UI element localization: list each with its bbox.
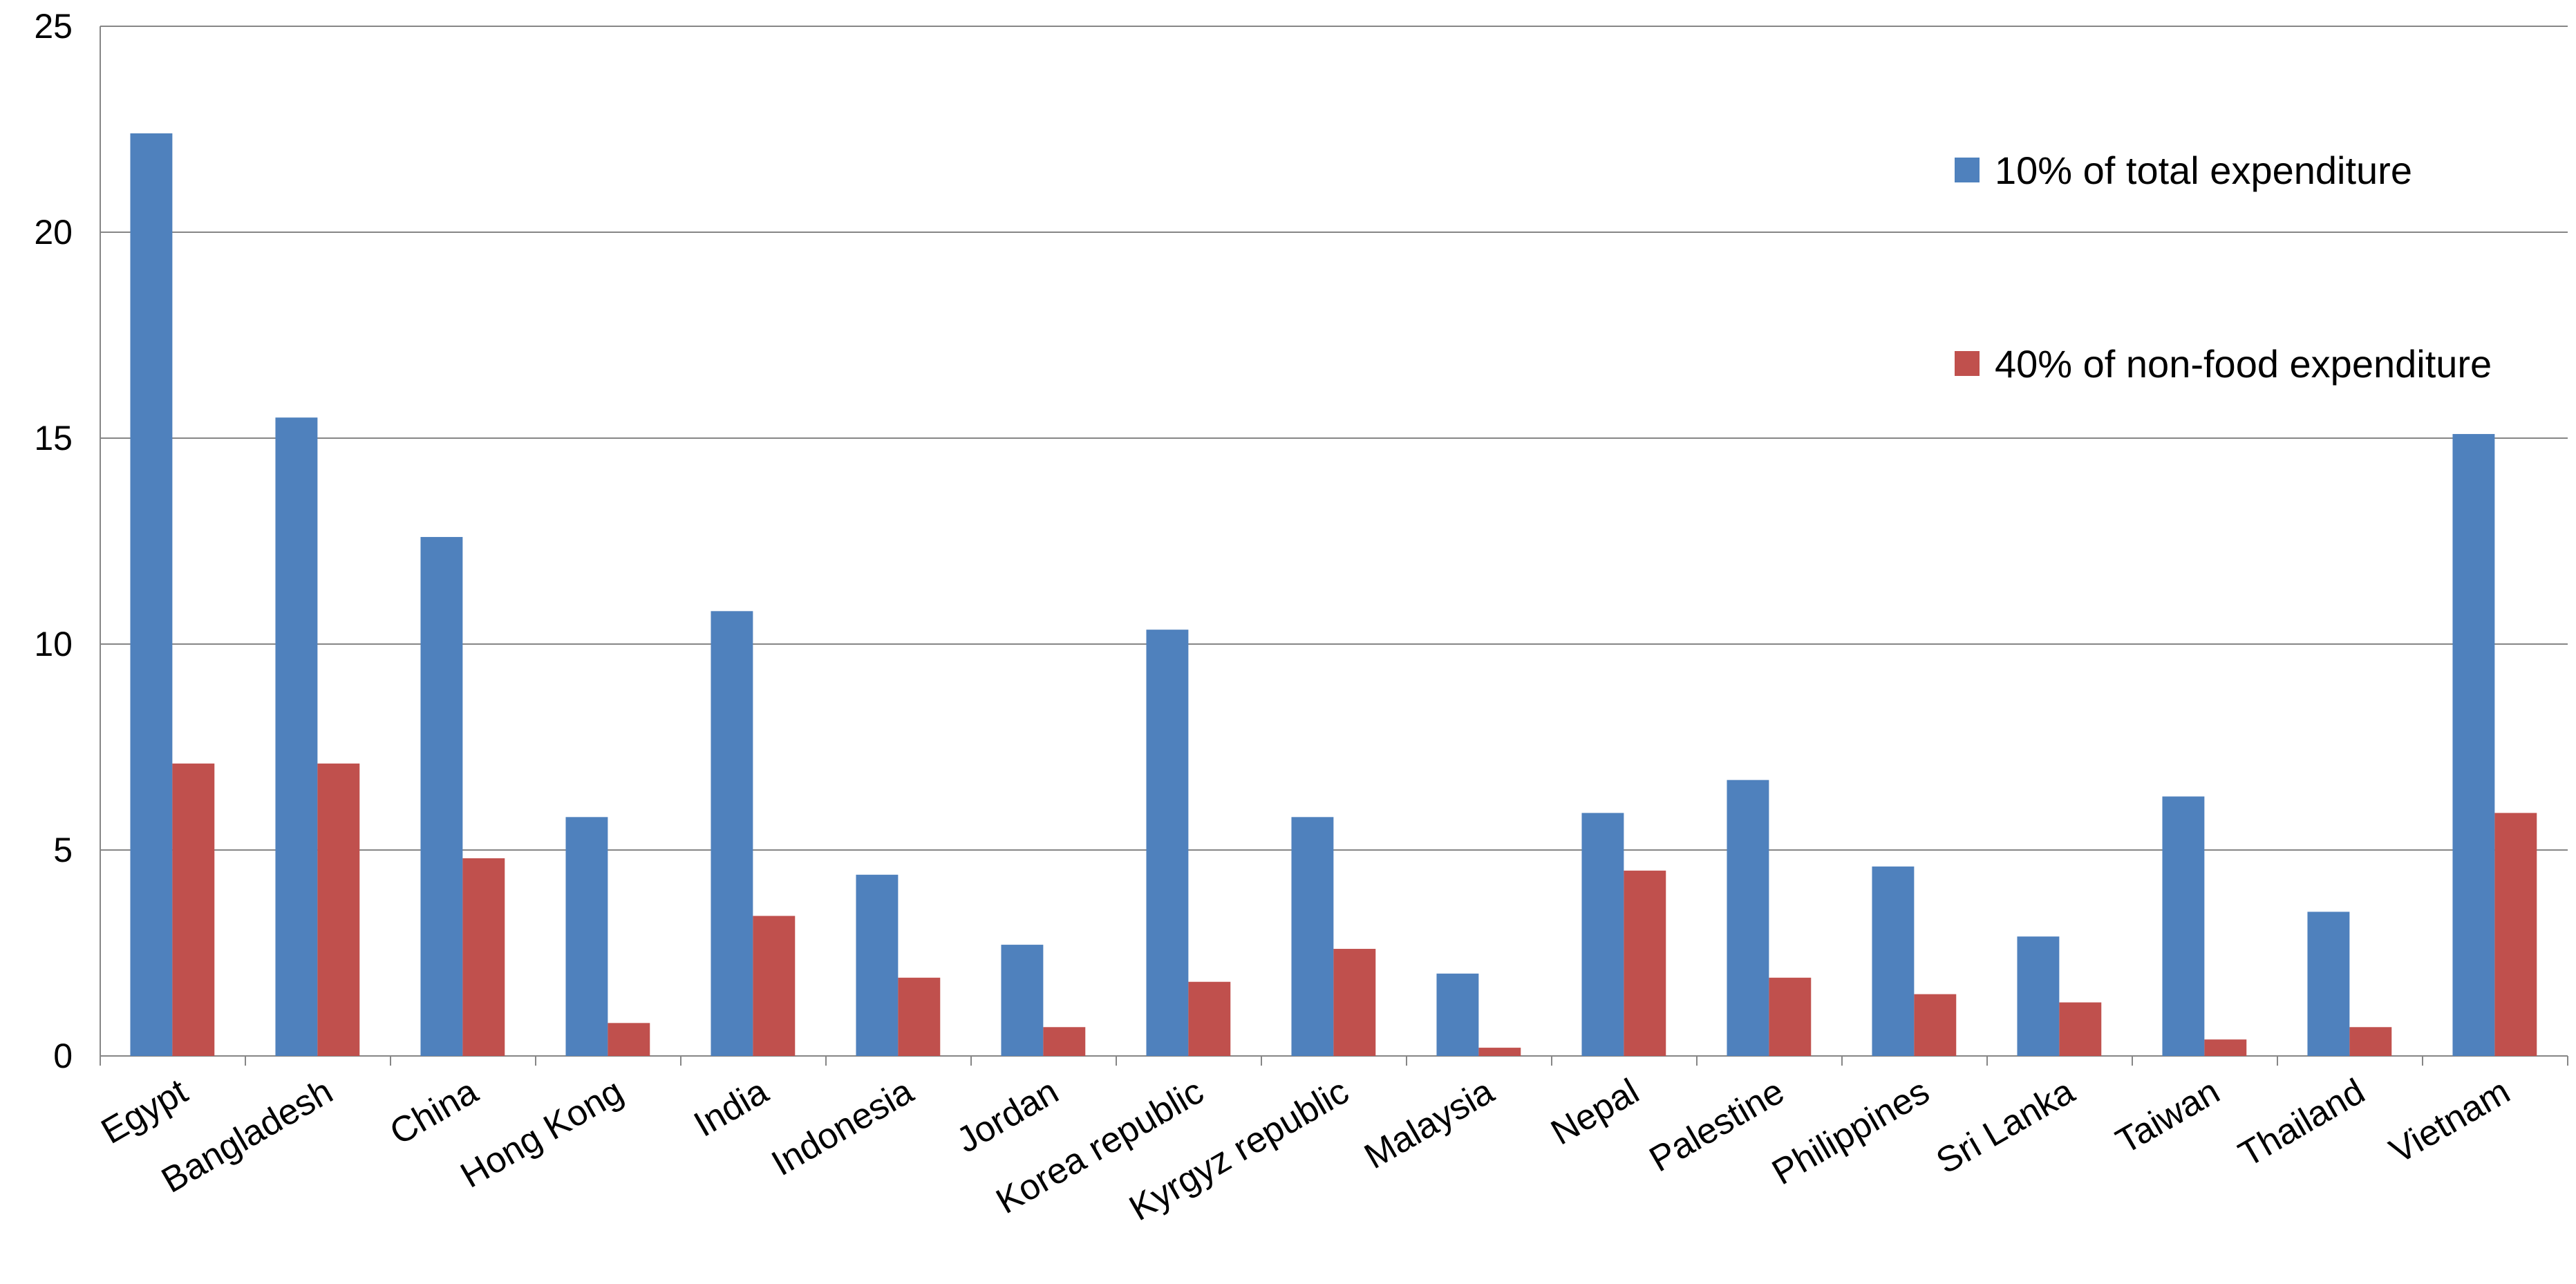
y-tick-label: 0 [53,1037,73,1075]
bar-total-expenditure-sri-lanka [2017,936,2060,1056]
bar-non-food-expenditure-vietnam [2494,813,2537,1056]
bar-non-food-expenditure-taiwan [2204,1039,2247,1056]
bar-total-expenditure-philippines [1872,866,1915,1056]
bars [130,133,2537,1057]
x-tick-label: Egypt [95,1071,195,1152]
bar-non-food-expenditure-bangladesh [317,763,360,1056]
bar-non-food-expenditure-palestine [1769,977,1812,1056]
bar-total-expenditure-indonesia [856,874,899,1056]
legend-label: 40% of non-food expenditure [1995,342,2492,386]
y-tick-label: 15 [34,419,73,457]
bar-non-food-expenditure-jordan [1043,1027,1086,1056]
bar-total-expenditure-china [420,537,463,1056]
bar-non-food-expenditure-korea-republic [1188,981,1231,1056]
legend: 10% of total expenditure 40% of non-food … [1955,149,2492,386]
y-tick-label: 5 [53,831,73,869]
bar-total-expenditure-kyrgyz-republic [1291,817,1334,1056]
bar-total-expenditure-thailand [2307,912,2350,1056]
bar-total-expenditure-bangladesh [275,417,318,1056]
bar-total-expenditure-india [711,611,753,1056]
bar-total-expenditure-korea-republic [1146,630,1189,1056]
y-tick-label: 10 [34,625,73,663]
bar-non-food-expenditure-china [462,858,505,1056]
legend-swatch [1955,351,1980,376]
x-tick-label: Thailand [2232,1071,2371,1175]
bar-non-food-expenditure-nepal [1624,870,1666,1056]
bar-total-expenditure-hong-kong [565,817,608,1056]
x-tick-label: Vietnam [2383,1071,2517,1171]
legend-swatch [1955,158,1980,182]
x-tick-label: Taiwan [2109,1071,2226,1162]
bar-total-expenditure-taiwan [2162,796,2205,1056]
x-tick-label: Jordan [950,1071,1066,1161]
y-tick-labels: 0 5 10 15 20 25 [34,7,73,1075]
bar-total-expenditure-nepal [1581,813,1624,1056]
bar-total-expenditure-jordan [1001,945,1044,1056]
bar-total-expenditure-palestine [1727,780,1769,1056]
bar-non-food-expenditure-kyrgyz-republic [1333,949,1376,1056]
y-tick-label: 20 [34,213,73,252]
x-tick-label: India [688,1071,775,1145]
legend-label: 10% of total expenditure [1995,149,2412,192]
x-tick-label: Nepal [1545,1071,1646,1153]
x-tick-label: Indonesia [765,1071,920,1184]
bar-total-expenditure-egypt [130,133,173,1057]
bar-non-food-expenditure-philippines [1914,994,1957,1056]
bar-non-food-expenditure-thailand [2349,1027,2392,1056]
x-tick-label: Hong Kong [454,1071,630,1196]
gridlines [100,26,2568,851]
x-tick-label: Malaysia [1358,1071,1501,1177]
bar-non-food-expenditure-malaysia [1478,1048,1521,1056]
bar-non-food-expenditure-sri-lanka [2059,1002,2102,1056]
bar-total-expenditure-vietnam [2452,434,2495,1056]
bar-non-food-expenditure-india [753,916,796,1056]
bar-total-expenditure-malaysia [1436,973,1479,1056]
bar-non-food-expenditure-egypt [172,763,215,1056]
bar-non-food-expenditure-hong-kong [608,1023,650,1056]
bar-non-food-expenditure-indonesia [898,977,941,1056]
y-tick-label: 25 [34,7,73,46]
x-tick-label: Sri Lanka [1930,1071,2081,1182]
x-tick-label: China [384,1071,485,1153]
x-tick-label: Philippines [1765,1071,1936,1193]
